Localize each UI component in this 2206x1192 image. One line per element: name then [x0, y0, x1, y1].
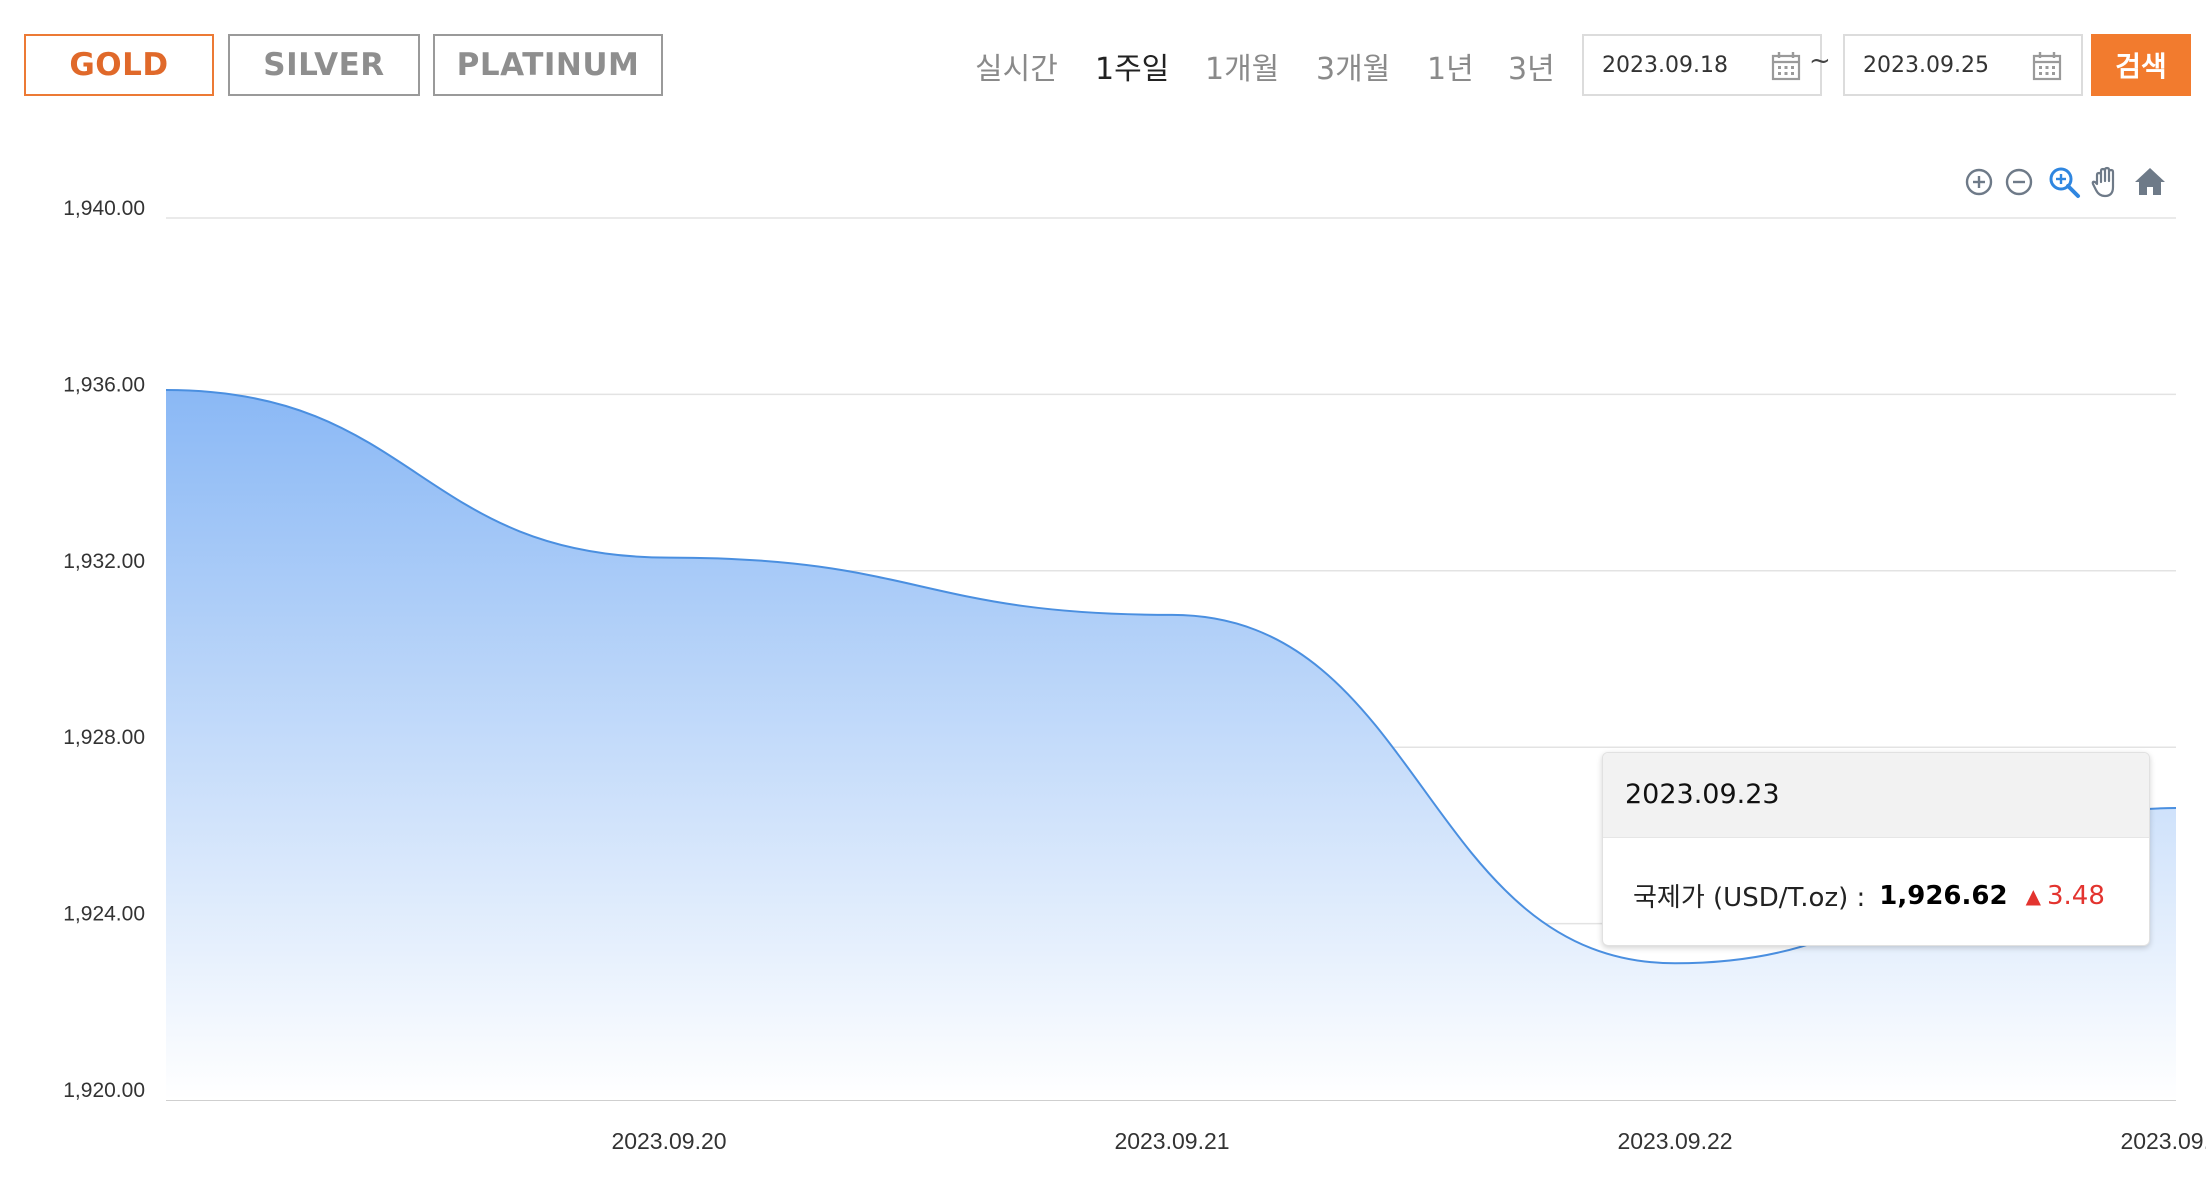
start-date-input[interactable] — [1602, 48, 1772, 82]
search-button[interactable]: 검색 — [2091, 34, 2191, 96]
tooltip-label: 국제가 (USD/T.oz) : — [1633, 883, 1866, 913]
gold-tab[interactable]: GOLD — [24, 34, 214, 96]
pan-hand-icon[interactable] — [2088, 164, 2124, 200]
tooltip-price-row: 국제가 (USD/T.oz) : 1,926.62 ▲ 3.48 — [1633, 877, 2105, 914]
silver-tab[interactable]: SILVER — [228, 34, 420, 96]
chart-tooltip: 2023.09.23 국제가 (USD/T.oz) : 1,926.62 ▲ 3… — [1602, 752, 2150, 946]
x-tick-label: 2023.09.23 — [2120, 1128, 2206, 1154]
y-tick-label: 1,928.00 — [63, 726, 145, 749]
y-tick-label: 1,940.00 — [63, 197, 145, 220]
date-range-separator: ~ — [1809, 46, 1831, 76]
up-arrow-icon: ▲ — [2025, 883, 2041, 908]
calendar-icon[interactable] — [1770, 50, 1802, 82]
zoom-in-icon[interactable] — [1961, 164, 1997, 200]
tooltip-value: 1,926.62 — [1879, 880, 2008, 911]
y-tick-label: 1,920.00 — [63, 1079, 145, 1102]
zoom-selection-icon[interactable] — [2046, 164, 2082, 200]
home-reset-icon[interactable] — [2132, 164, 2168, 200]
period-3-years[interactable]: 3년 — [1508, 52, 1555, 87]
start-date-field[interactable] — [1582, 34, 1822, 96]
y-tick-label: 1,924.00 — [63, 903, 145, 926]
period-1-month[interactable]: 1개월 — [1205, 52, 1280, 87]
x-tick-label: 2023.09.22 — [1617, 1128, 1732, 1154]
price-area — [166, 389, 2176, 1100]
end-date-field[interactable] — [1843, 34, 2083, 96]
platinum-tab[interactable]: PLATINUM — [433, 34, 663, 96]
period-3-months[interactable]: 3개월 — [1316, 52, 1391, 87]
period-realtime[interactable]: 실시간 — [975, 52, 1058, 87]
y-tick-label: 1,932.00 — [63, 550, 145, 573]
tooltip-date: 2023.09.23 — [1625, 779, 1780, 810]
end-date-input[interactable] — [1863, 48, 2033, 82]
tooltip-change: 3.48 — [2046, 880, 2105, 911]
y-tick-label: 1,936.00 — [63, 373, 145, 396]
x-tick-label: 2023.09.21 — [1114, 1128, 1229, 1154]
period-1-week[interactable]: 1주일 — [1095, 52, 1170, 87]
period-1-year[interactable]: 1년 — [1427, 52, 1474, 87]
zoom-out-icon[interactable] — [2001, 164, 2037, 200]
x-tick-label: 2023.09.20 — [611, 1128, 726, 1154]
calendar-icon[interactable] — [2031, 50, 2063, 82]
tooltip-header: 2023.09.23 — [1603, 753, 2149, 838]
